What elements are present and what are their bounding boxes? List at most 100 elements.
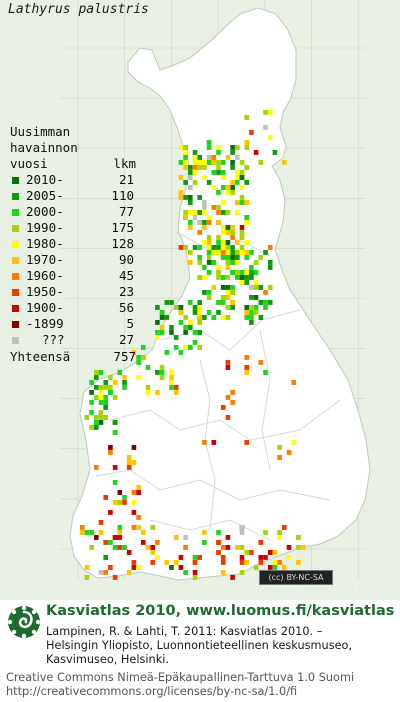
observation-square	[169, 380, 174, 385]
observation-square	[202, 275, 207, 280]
legend-total-label: Yhteensä	[10, 349, 71, 364]
observation-square	[267, 260, 273, 265]
observation-square	[244, 180, 249, 185]
observation-square	[220, 175, 226, 180]
legend-row: 1950- 23	[10, 284, 136, 300]
observation-square	[244, 270, 249, 275]
observation-square	[197, 305, 202, 310]
observation-square	[244, 200, 249, 205]
observation-square	[84, 530, 90, 535]
observation-square	[277, 560, 282, 565]
observation-square	[183, 210, 188, 215]
observation-square	[183, 215, 188, 220]
observation-square	[178, 565, 184, 570]
legend-period: 2005-	[26, 188, 64, 203]
observation-square	[225, 250, 231, 255]
observation-square	[263, 370, 268, 375]
legend-row: 1960- 45	[10, 268, 136, 284]
observation-square	[98, 385, 104, 390]
legend-header-line1: Uusimman	[10, 124, 71, 139]
observation-square	[98, 420, 104, 425]
observation-square	[197, 315, 202, 320]
observation-square	[216, 240, 221, 245]
legend-row: 1900- 56	[10, 300, 136, 316]
observation-square	[239, 530, 245, 535]
observation-square	[155, 320, 160, 325]
observation-square	[197, 300, 202, 305]
observation-square	[178, 175, 184, 180]
observation-square	[169, 385, 174, 390]
observation-square	[192, 340, 198, 345]
observation-square	[235, 275, 240, 280]
observation-square	[235, 250, 240, 255]
observation-square	[220, 200, 226, 205]
observation-square	[173, 390, 179, 395]
observation-square	[206, 235, 212, 240]
y-grid-label: 680	[371, 490, 392, 505]
observation-square	[197, 275, 202, 280]
observation-square	[291, 380, 296, 385]
observation-square	[230, 160, 235, 165]
observation-square	[235, 210, 240, 215]
license-line[interactable]: http://creativecommons.org/licenses/by-n…	[6, 685, 298, 698]
legend-count: 110	[111, 188, 134, 203]
observation-square	[183, 155, 188, 160]
observation-square	[239, 235, 245, 240]
observation-square	[103, 405, 108, 410]
observation-square	[239, 545, 245, 550]
legend-period: 1990-	[26, 220, 64, 235]
observation-square	[206, 240, 212, 245]
observation-square	[188, 175, 193, 180]
observation-square	[244, 220, 249, 225]
observation-square	[253, 285, 259, 290]
observation-square	[286, 545, 292, 550]
legend-count: 23	[118, 284, 134, 299]
observation-square	[94, 465, 99, 470]
observation-square	[239, 245, 245, 250]
observation-square	[267, 135, 273, 140]
observation-square	[178, 145, 184, 150]
legend-period: -1899	[26, 316, 64, 331]
y-grid-label: 770	[371, 40, 392, 54]
observation-square	[122, 545, 127, 550]
observation-square	[141, 540, 146, 545]
observation-square	[173, 385, 179, 390]
observation-square	[239, 525, 245, 530]
region-border	[109, 399, 341, 441]
legend-row: 2010- 21	[10, 172, 136, 188]
legend-swatch	[12, 208, 19, 216]
observation-square	[239, 170, 245, 175]
observation-square	[230, 260, 235, 265]
observation-square	[150, 525, 155, 530]
observation-square	[197, 260, 202, 265]
observation-square	[183, 165, 188, 170]
observation-square	[225, 285, 231, 290]
legend-row: 1970- 90	[10, 252, 136, 268]
observation-square	[220, 315, 226, 320]
observation-square	[202, 315, 207, 320]
x-grid-label: 320	[113, 584, 136, 598]
observation-square	[169, 300, 174, 305]
observation-square	[220, 170, 226, 175]
observation-square	[155, 390, 160, 395]
observation-square	[202, 175, 207, 180]
observation-square	[89, 545, 94, 550]
observation-square	[112, 575, 118, 580]
observation-square	[89, 425, 94, 430]
observation-square	[216, 270, 221, 275]
observation-square	[220, 225, 226, 230]
kasviatlas-logo-icon	[7, 605, 41, 639]
observation-square	[103, 555, 108, 560]
site-title[interactable]: Kasviatlas 2010, www.luomus.fi/kasviatla…	[46, 603, 395, 619]
observation-square	[122, 500, 127, 505]
legend-header-columns: vuosi lkm	[10, 156, 136, 172]
observation-square	[239, 225, 245, 230]
observation-square	[230, 235, 235, 240]
y-grid-label: 710	[371, 340, 392, 355]
legend-swatch	[12, 304, 19, 312]
observation-square	[183, 545, 188, 550]
cc-license-badge[interactable]: (cc) BY-NC-SA	[259, 570, 333, 585]
observation-square	[84, 575, 90, 580]
observation-square	[239, 175, 245, 180]
observation-square	[206, 215, 212, 220]
